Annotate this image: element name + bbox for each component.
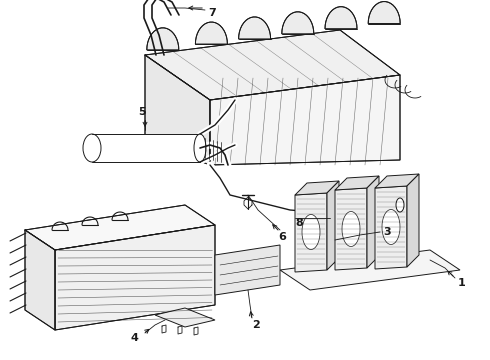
Ellipse shape	[382, 210, 400, 244]
Text: 7: 7	[208, 8, 216, 18]
Polygon shape	[25, 205, 215, 250]
Text: 8: 8	[295, 218, 303, 228]
Polygon shape	[335, 188, 367, 270]
Polygon shape	[145, 55, 210, 165]
Polygon shape	[55, 225, 215, 330]
Polygon shape	[325, 7, 357, 29]
Ellipse shape	[83, 134, 101, 162]
Polygon shape	[92, 134, 200, 162]
Polygon shape	[196, 22, 227, 44]
Text: 6: 6	[278, 232, 286, 242]
Text: 5: 5	[138, 107, 146, 117]
Polygon shape	[145, 30, 400, 100]
Polygon shape	[327, 181, 339, 270]
Ellipse shape	[194, 134, 206, 162]
Text: 3: 3	[383, 227, 391, 237]
Polygon shape	[367, 176, 379, 268]
Polygon shape	[280, 250, 460, 290]
Polygon shape	[215, 245, 280, 295]
Polygon shape	[155, 308, 215, 327]
Ellipse shape	[302, 215, 320, 249]
Polygon shape	[295, 181, 339, 195]
Polygon shape	[335, 176, 379, 190]
Polygon shape	[407, 174, 419, 267]
Ellipse shape	[396, 198, 404, 212]
Polygon shape	[295, 193, 327, 272]
Polygon shape	[147, 28, 179, 50]
Polygon shape	[282, 12, 314, 34]
Ellipse shape	[342, 212, 360, 247]
Polygon shape	[239, 17, 270, 39]
Polygon shape	[25, 230, 55, 330]
Polygon shape	[210, 75, 400, 165]
Text: 4: 4	[130, 333, 138, 343]
Text: 2: 2	[252, 320, 260, 330]
Polygon shape	[375, 186, 407, 269]
Text: 1: 1	[458, 278, 466, 288]
Polygon shape	[375, 174, 419, 188]
Polygon shape	[368, 1, 400, 23]
